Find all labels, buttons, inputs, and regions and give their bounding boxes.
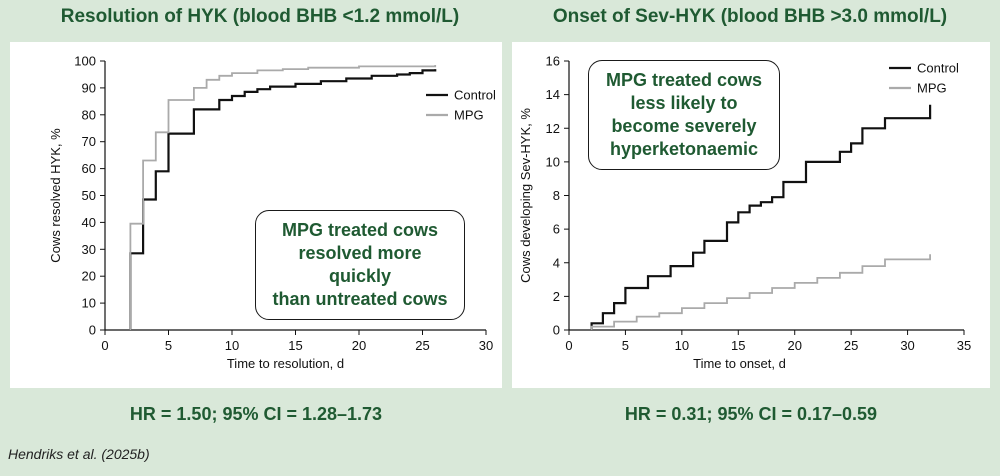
y-tick-label: 100 xyxy=(74,54,96,69)
y-tick-label: 4 xyxy=(553,255,560,270)
y-tick-label: 0 xyxy=(553,323,560,338)
y-tick-label: 50 xyxy=(82,188,96,203)
y-tick-label: 40 xyxy=(82,215,96,230)
x-tick-label: 25 xyxy=(844,338,858,353)
callout-line: hyperketonaemic xyxy=(609,139,759,159)
y-tick-label: 16 xyxy=(546,54,560,69)
callout-left: MPG treated cows resolved more quickly t… xyxy=(255,210,465,320)
x-tick-label: 10 xyxy=(225,338,239,353)
callout-right: MPG treated cows less likely to become s… xyxy=(588,60,780,170)
y-tick-label: 60 xyxy=(82,161,96,176)
callout-line: become severely xyxy=(611,116,757,136)
callout-line: MPG treated cows xyxy=(605,70,763,90)
y-tick-label: 10 xyxy=(82,296,96,311)
y-tick-label: 2 xyxy=(553,289,560,304)
x-axis-label: Time to onset, d xyxy=(693,356,786,371)
y-tick-label: 12 xyxy=(546,121,560,136)
y-tick-label: 6 xyxy=(553,222,560,237)
series-line-mpg xyxy=(590,254,931,330)
x-tick-label: 0 xyxy=(565,338,572,353)
legend-label-mpg: MPG xyxy=(917,81,947,96)
y-tick-label: 70 xyxy=(82,134,96,149)
y-tick-label: 14 xyxy=(546,87,560,102)
x-tick-label: 35 xyxy=(957,338,971,353)
x-tick-label: 5 xyxy=(622,338,629,353)
chart-title-right: Onset of Sev-HYK (blood BHB >3.0 mmol/L) xyxy=(552,6,948,27)
series-line-mpg xyxy=(129,65,437,330)
x-tick-label: 30 xyxy=(900,338,914,353)
chart-title-left: Resolution of HYK (blood BHB <1.2 mmol/L… xyxy=(60,6,460,27)
chart-right: 0 2 4 6 8 10 12 14 16 0 5 10 15 20 25 30 35 Time to onset… xyxy=(518,54,971,372)
y-tick-label: 8 xyxy=(553,188,560,203)
x-tick-label: 5 xyxy=(165,338,172,353)
y-tick-label: 10 xyxy=(546,154,560,169)
hazard-ratio-right: HR = 0.31; 95% CI = 0.17–0.59 xyxy=(624,404,878,424)
hazard-ratio-left: HR = 1.50; 95% CI = 1.28–1.73 xyxy=(129,404,383,424)
citation: Hendriks et al. (2025b) xyxy=(8,446,150,462)
x-tick-label: 20 xyxy=(352,338,366,353)
y-tick-label: 20 xyxy=(82,269,96,284)
callout-line: less likely to xyxy=(630,93,738,113)
x-tick-label: 0 xyxy=(101,338,108,353)
chart-left: 0 10 20 30 40 50 60 70 80 90 100 0 5 10 15 20 25 30 Time t… xyxy=(48,54,496,372)
callout-line: resolved more quickly xyxy=(298,243,422,286)
callout-line: MPG treated cows xyxy=(281,220,439,240)
x-tick-label: 25 xyxy=(415,338,429,353)
y-axis-label: Cows resolved HYK, % xyxy=(48,128,63,263)
x-tick-label: 15 xyxy=(731,338,745,353)
chart-panel-left: 0 10 20 30 40 50 60 70 80 90 100 0 5 10 15 20 25 30 Time t… xyxy=(10,42,502,388)
y-tick-label: 80 xyxy=(82,107,96,122)
legend-label-control: Control xyxy=(917,61,959,76)
chart-panel-right: 0 2 4 6 8 10 12 14 16 0 5 10 15 20 25 30 35 Time to onset… xyxy=(512,42,990,388)
y-tick-label: 90 xyxy=(82,80,96,95)
legend-label-control: Control xyxy=(454,88,496,103)
x-tick-label: 10 xyxy=(675,338,689,353)
x-axis-label: Time to resolution, d xyxy=(227,356,344,371)
x-tick-label: 20 xyxy=(787,338,801,353)
series-line-control xyxy=(129,69,437,330)
y-tick-label: 30 xyxy=(82,242,96,257)
y-tick-label: 0 xyxy=(89,323,96,338)
legend-label-mpg: MPG xyxy=(454,108,484,123)
y-axis-label: Cows developing Sev-HYK, % xyxy=(518,108,533,283)
series-line-control xyxy=(590,104,932,330)
x-tick-label: 15 xyxy=(288,338,302,353)
callout-line: than untreated cows xyxy=(272,289,448,309)
x-tick-label: 30 xyxy=(479,338,493,353)
